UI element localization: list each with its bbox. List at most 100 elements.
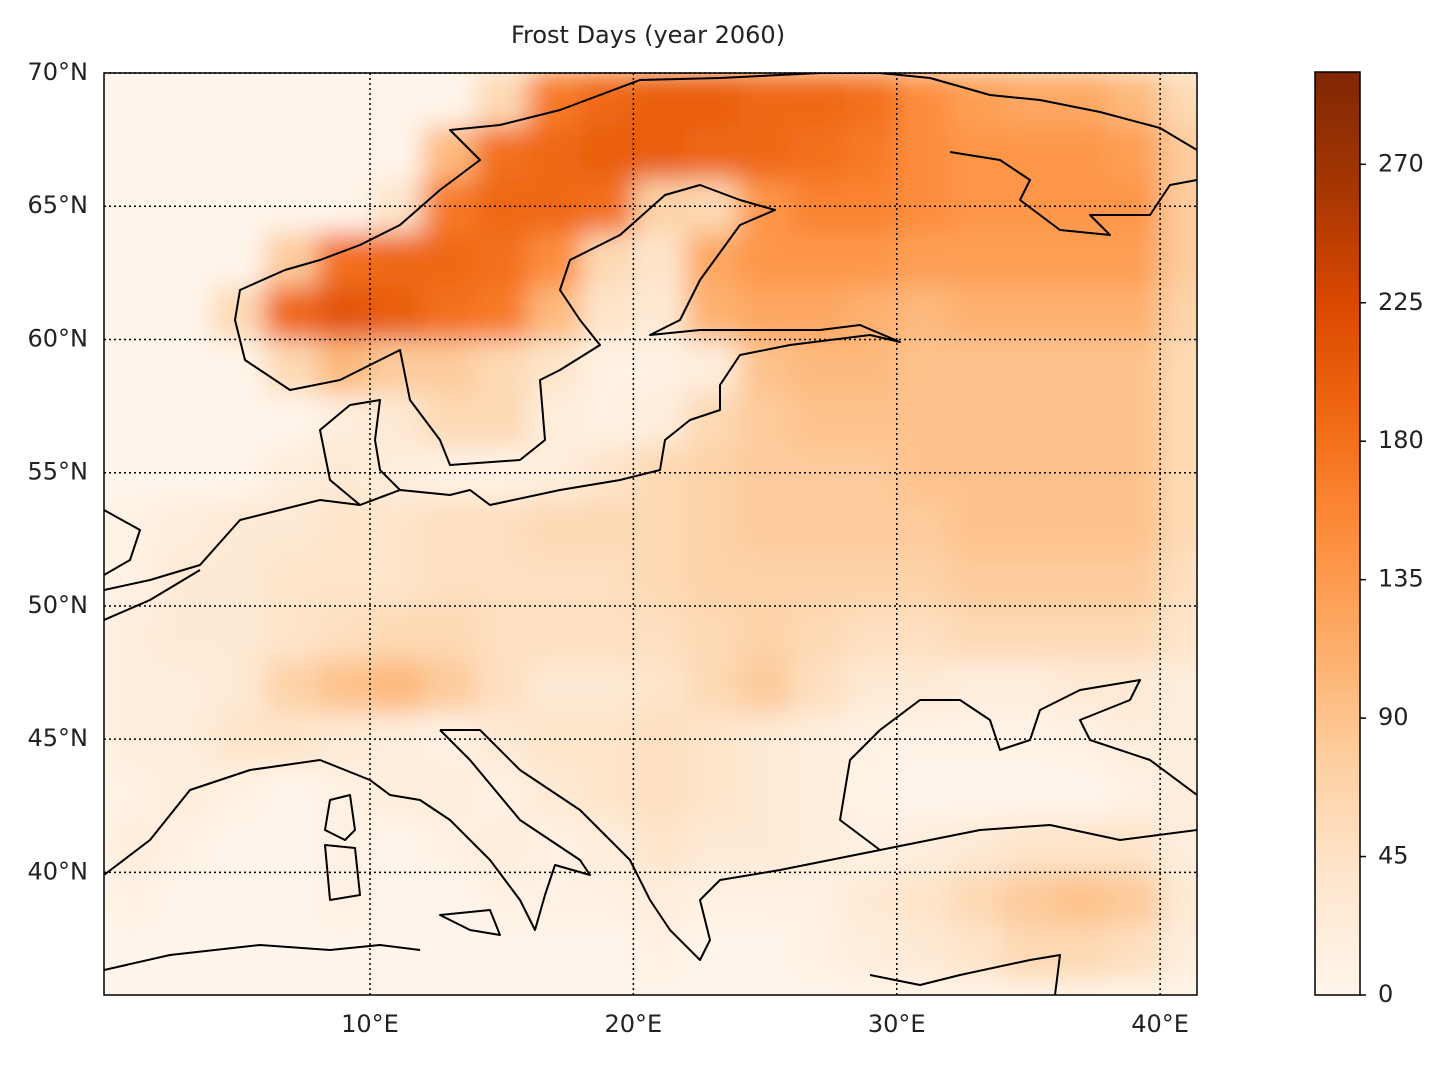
grid-cell xyxy=(475,765,529,820)
grid-cell xyxy=(896,232,950,287)
grid-cell xyxy=(1054,392,1108,447)
grid-cell xyxy=(738,232,792,287)
colorbar-tick-label: 270 xyxy=(1378,149,1424,177)
grid-cell xyxy=(791,392,845,447)
grid-cell xyxy=(844,126,898,181)
grid-cell xyxy=(844,765,898,820)
grid-cell xyxy=(1054,872,1108,927)
grid-cell xyxy=(738,339,792,394)
grid-cell xyxy=(1160,446,1197,500)
colorbar-tick-label: 45 xyxy=(1378,842,1409,870)
grid-cell xyxy=(1160,392,1197,447)
grid-cell xyxy=(844,872,898,927)
grid-cell xyxy=(317,552,371,607)
grid-cell xyxy=(264,126,318,181)
grid-cell xyxy=(317,605,371,660)
grid-cell xyxy=(528,339,582,394)
grid-cell xyxy=(633,605,687,660)
grid-cell xyxy=(317,765,371,820)
grid-cell xyxy=(1002,339,1056,394)
grid-cell xyxy=(633,819,687,873)
grid-cell xyxy=(106,872,160,927)
grid-cell xyxy=(264,925,318,980)
grid-cell xyxy=(211,339,266,394)
grid-cell xyxy=(1002,552,1056,607)
grid-cell xyxy=(738,659,792,714)
grid-cell xyxy=(211,872,266,927)
grid-cell xyxy=(528,552,582,607)
grid-cell xyxy=(1160,819,1197,873)
grid-cell xyxy=(264,392,318,447)
grid-cell xyxy=(686,499,740,554)
grid-cell xyxy=(1054,499,1108,554)
grid-cell xyxy=(159,499,213,554)
grid-cell xyxy=(1160,552,1197,607)
grid-cell xyxy=(1160,499,1197,554)
grid-cell xyxy=(211,126,266,181)
grid-cell xyxy=(1160,712,1197,767)
grid-cell xyxy=(1107,925,1161,980)
grid-cell xyxy=(475,605,529,660)
grid-cell xyxy=(1002,659,1056,714)
grid-cell xyxy=(475,392,529,447)
grid-cell xyxy=(580,499,634,554)
grid-cell xyxy=(370,659,424,714)
grid-cell xyxy=(896,872,950,927)
grid-cell xyxy=(528,925,582,980)
grid-cell xyxy=(1054,765,1108,820)
grid-cell xyxy=(422,872,476,927)
colorbar-tick-label: 180 xyxy=(1378,426,1424,454)
grid-cell xyxy=(1160,659,1197,714)
grid-cell xyxy=(844,819,898,873)
x-tick-label: 20°E xyxy=(605,1010,663,1038)
chart-title: Frost Days (year 2060) xyxy=(511,21,785,49)
grid-cell xyxy=(844,659,898,714)
grid-cell xyxy=(370,819,424,873)
grid-cell xyxy=(949,446,1003,500)
grid-cell xyxy=(264,819,318,873)
grid-cell xyxy=(370,232,424,287)
grid-cell xyxy=(1002,126,1056,181)
grid-cell xyxy=(211,925,266,980)
grid-cell xyxy=(422,765,476,820)
grid-cell xyxy=(738,286,792,340)
grid-cell xyxy=(896,286,950,340)
grid-cell xyxy=(317,179,371,234)
grid-cell xyxy=(106,392,160,447)
grid-cell xyxy=(633,872,687,927)
grid-cell xyxy=(949,392,1003,447)
grid-cell xyxy=(738,872,792,927)
grid-cell xyxy=(844,499,898,554)
grid-cell xyxy=(264,73,318,127)
grid-cell xyxy=(317,392,371,447)
grid-cell xyxy=(370,925,424,980)
grid-cell xyxy=(791,339,845,394)
grid-cell xyxy=(106,925,160,980)
grid-cell xyxy=(896,392,950,447)
grid-cell xyxy=(738,552,792,607)
grid-cell xyxy=(686,392,740,447)
grid-cell xyxy=(686,872,740,927)
grid-cell xyxy=(1107,232,1161,287)
grid-cell xyxy=(791,73,845,127)
grid-cell xyxy=(686,605,740,660)
grid-cell xyxy=(949,712,1003,767)
grid-cell xyxy=(106,126,160,181)
y-tick-label: 45°N xyxy=(28,724,89,752)
grid-cell xyxy=(106,232,160,287)
grid-cell xyxy=(317,73,371,127)
grid-cell xyxy=(422,605,476,660)
grid-cell xyxy=(633,73,687,127)
grid-cell xyxy=(633,659,687,714)
grid-cell xyxy=(1160,765,1197,820)
grid-cell xyxy=(1160,605,1197,660)
grid-cell xyxy=(1160,232,1197,287)
grid-cell xyxy=(580,126,634,181)
grid-cell xyxy=(1002,73,1056,127)
grid-cell xyxy=(791,126,845,181)
grid-cell xyxy=(1002,392,1056,447)
grid-cell xyxy=(633,552,687,607)
grid-cell xyxy=(370,872,424,927)
grid-cell xyxy=(528,232,582,287)
grid-cell xyxy=(317,339,371,394)
